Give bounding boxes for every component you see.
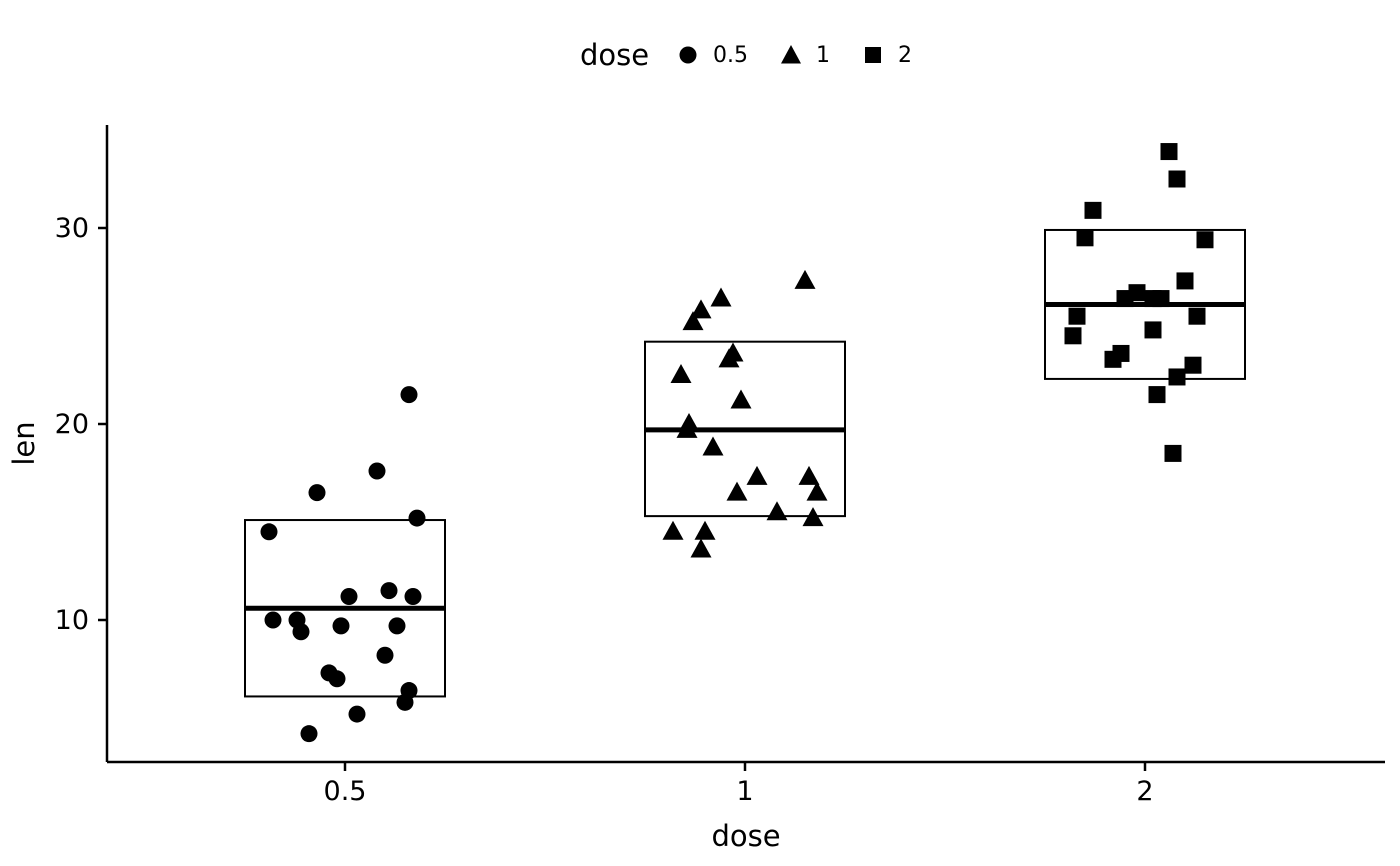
data-point — [730, 389, 752, 409]
legend-item-label: 1 — [816, 42, 831, 68]
data-point — [308, 484, 326, 502]
y-tick-label: 30 — [55, 213, 89, 244]
data-point — [408, 509, 426, 527]
x-axis-title: dose — [711, 819, 780, 853]
data-point — [1116, 290, 1134, 308]
data-point — [1196, 231, 1214, 249]
legend-title: dose — [579, 38, 650, 72]
legend: dose 0.5 1 2 — [107, 38, 1385, 72]
data-point — [1076, 229, 1094, 247]
data-point — [1184, 356, 1202, 374]
data-point — [288, 611, 306, 629]
y-axis-title: len — [7, 421, 41, 465]
data-point — [260, 523, 278, 541]
data-point — [794, 269, 816, 289]
data-point — [320, 664, 338, 682]
data-point — [1084, 201, 1102, 219]
legend-item-0.5: 0.5 — [677, 43, 748, 68]
data-point — [1160, 143, 1178, 161]
data-point — [404, 587, 422, 605]
data-point — [340, 587, 358, 605]
data-point — [368, 462, 386, 480]
data-point — [400, 682, 418, 700]
data-point — [348, 705, 366, 723]
data-point — [1068, 307, 1086, 325]
data-point — [694, 520, 716, 540]
legend-items: 0.5 1 2 — [677, 43, 912, 68]
data-point — [766, 501, 788, 521]
data-point — [690, 538, 712, 558]
data-point — [710, 287, 732, 307]
data-point — [670, 364, 692, 383]
y-tick-label: 20 — [55, 409, 89, 440]
data-point — [1104, 350, 1122, 368]
legend-item-label: 2 — [898, 42, 913, 68]
data-point — [1144, 321, 1162, 339]
circle-icon — [679, 46, 697, 64]
data-point — [264, 611, 282, 629]
x-tick-label: 2 — [1136, 776, 1153, 807]
data-point — [376, 646, 394, 664]
data-point — [662, 520, 684, 540]
data-point — [1168, 368, 1186, 386]
data-point — [690, 299, 712, 319]
data-point — [802, 507, 824, 527]
legend-item-label: 0.5 — [713, 42, 749, 68]
data-point — [676, 418, 698, 438]
data-point — [300, 725, 318, 743]
data-point — [726, 481, 748, 501]
data-point — [746, 465, 768, 485]
data-point — [1168, 170, 1186, 188]
data-point — [1148, 386, 1166, 404]
legend-item-2: 2 — [862, 43, 912, 68]
data-point — [1164, 444, 1182, 462]
data-point — [1188, 307, 1206, 325]
legend-item-1: 1 — [780, 43, 830, 68]
data-point — [388, 617, 406, 635]
data-point — [682, 311, 704, 331]
triangle-icon — [781, 45, 802, 64]
data-point — [380, 582, 398, 600]
data-point — [400, 386, 418, 404]
data-point — [702, 436, 724, 456]
data-point — [1176, 272, 1194, 290]
data-point — [806, 481, 828, 501]
data-point — [332, 617, 350, 635]
data-point — [718, 348, 740, 368]
data-point — [1064, 327, 1082, 345]
x-tick-label: 1 — [736, 776, 753, 807]
data-point — [1152, 290, 1170, 308]
square-icon — [865, 47, 882, 63]
data-point — [798, 465, 820, 485]
y-tick-label: 10 — [55, 605, 89, 636]
x-tick-label: 0.5 — [324, 776, 367, 807]
